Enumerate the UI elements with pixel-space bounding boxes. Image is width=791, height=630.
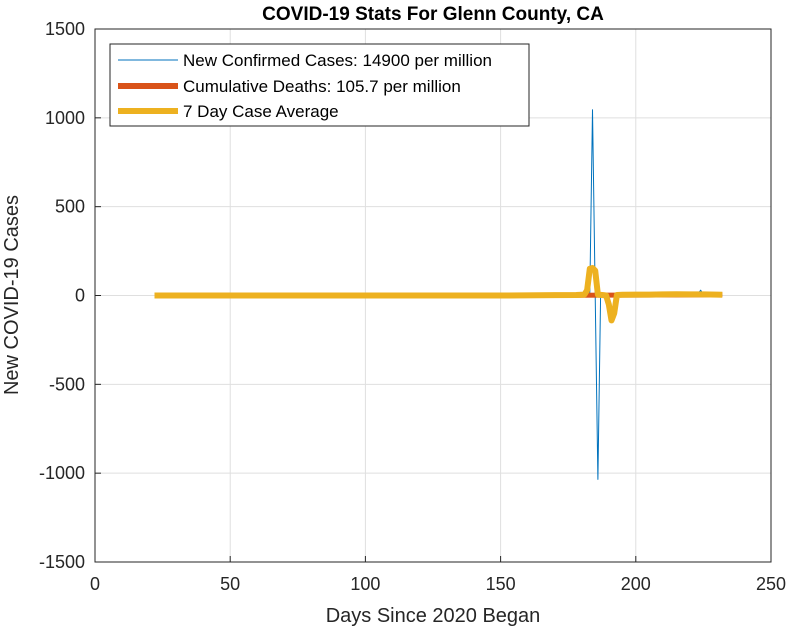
x-tick-label: 250 [756, 574, 786, 594]
x-tick-label: 50 [220, 574, 240, 594]
legend-box [109, 43, 530, 127]
legend-label-deaths: Cumulative Deaths: 105.7 per million [183, 77, 461, 96]
y-tick-label: -1500 [39, 552, 85, 572]
series-7-day-average [154, 265, 723, 324]
x-axis-label: Days Since 2020 Began [326, 605, 541, 627]
y-tick-label: 500 [55, 197, 85, 217]
y-tick-label: 0 [75, 286, 85, 306]
series-group [154, 109, 723, 480]
y-tick-label: -500 [49, 374, 85, 394]
ticks: 0 50 100 150 200 250 -1500 -1000 -500 0 500 1000 150… [39, 19, 786, 594]
y-axis-label: New COVID-19 Cases [1, 195, 23, 395]
chart-title: COVID-19 Stats For Glenn County, CA [262, 4, 604, 25]
x-tick-label: 200 [621, 574, 651, 594]
x-tick-label: 150 [486, 574, 516, 594]
legend: New Confirmed Cases: 14900 per million C… [109, 43, 530, 127]
legend-label-7day-avg: 7 Day Case Average [183, 102, 339, 121]
x-tick-label: 100 [350, 574, 380, 594]
legend-label-new-cases: New Confirmed Cases: 14900 per million [183, 51, 492, 70]
y-tick-label: -1000 [39, 463, 85, 483]
y-tick-label: 1500 [45, 19, 85, 39]
x-tick-label: 0 [90, 574, 100, 594]
y-tick-label: 1000 [45, 108, 85, 128]
